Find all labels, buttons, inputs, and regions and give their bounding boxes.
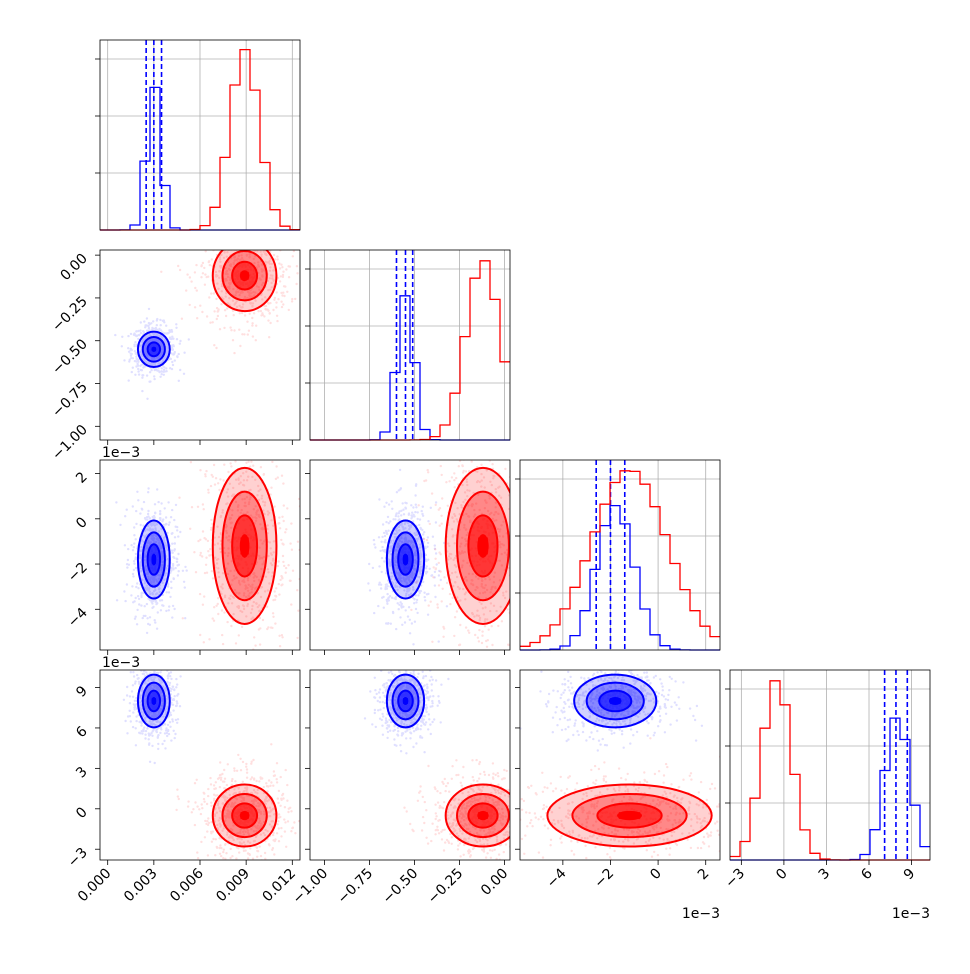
- density-peak-1: [619, 812, 640, 819]
- density-peak-0: [152, 347, 156, 351]
- y-tick-label: 0: [73, 804, 91, 822]
- density-peak-0: [403, 555, 408, 563]
- histogram-0: [95, 40, 300, 230]
- density-peak-0: [610, 698, 621, 704]
- x-tick-label: 0.00: [478, 866, 511, 899]
- x-tick-label: 6: [858, 865, 876, 883]
- x-offset-label: 1e−3: [682, 906, 720, 922]
- x-tick-label: −0.50: [380, 866, 422, 908]
- panel-3-2: [469, 654, 820, 883]
- y-tick-label: 9: [73, 683, 91, 701]
- panel-1-0: [100, 203, 307, 440]
- x-tick-label: −1.00: [290, 866, 332, 908]
- x-tick-label: 9: [901, 866, 919, 884]
- y-tick-label: 0: [73, 514, 91, 532]
- hist-step-1: [520, 471, 720, 647]
- x-offset-label: 1e−3: [892, 906, 930, 922]
- hist-step-0: [310, 296, 510, 440]
- x-tick-label: 0.003: [121, 866, 161, 906]
- y-tick-label: −0.25: [49, 293, 91, 335]
- y-tick-label: 2: [73, 469, 91, 487]
- x-tick-label: 2: [695, 866, 713, 884]
- y-tick-label: 3: [73, 764, 91, 782]
- x-tick-label: 0: [647, 866, 665, 884]
- density-peak-1: [478, 537, 488, 554]
- y-tick-label: −1.00: [49, 422, 91, 464]
- density-peak-1: [478, 812, 488, 819]
- x-tick-label: −0.75: [335, 866, 377, 908]
- panel-2-1: [310, 396, 595, 707]
- density-peak-1: [240, 272, 248, 280]
- y-tick-label: 6: [73, 723, 91, 741]
- y-tick-label: −2: [65, 560, 91, 586]
- histogram-1: [305, 250, 510, 440]
- y-tick-label: −0.50: [49, 336, 91, 378]
- x-tick-label: 0.000: [75, 866, 115, 906]
- panel-3-1: [310, 641, 555, 876]
- density-peak-1: [240, 537, 248, 554]
- histogram-2: [515, 460, 720, 650]
- y-offset-label: 1e−3: [102, 445, 140, 461]
- density-peak-0: [152, 698, 156, 704]
- panel-3-0: [100, 644, 325, 880]
- x-tick-label: 0: [773, 866, 791, 884]
- density-peak-0: [152, 555, 156, 563]
- x-tick-label: 0.009: [213, 866, 253, 906]
- y-tick-label: 0.00: [57, 251, 90, 284]
- x-tick-label: −0.25: [425, 866, 467, 908]
- histogram-3: [725, 670, 930, 860]
- y-offset-label: 1e−3: [102, 655, 140, 671]
- x-tick-label: −3: [722, 866, 748, 892]
- x-tick-label: 0.006: [167, 865, 207, 905]
- density-peak-0: [403, 698, 408, 704]
- y-tick-label: −3: [65, 845, 91, 871]
- hist-step-1: [730, 681, 930, 860]
- y-tick-label: −4: [65, 605, 91, 631]
- density-peak-1: [240, 812, 248, 819]
- y-tick-label: −0.75: [49, 379, 91, 421]
- x-tick-label: −2: [591, 866, 617, 892]
- panel-frame: [520, 460, 720, 650]
- x-tick-label: −4: [544, 865, 570, 891]
- x-tick-label: 3: [816, 866, 834, 884]
